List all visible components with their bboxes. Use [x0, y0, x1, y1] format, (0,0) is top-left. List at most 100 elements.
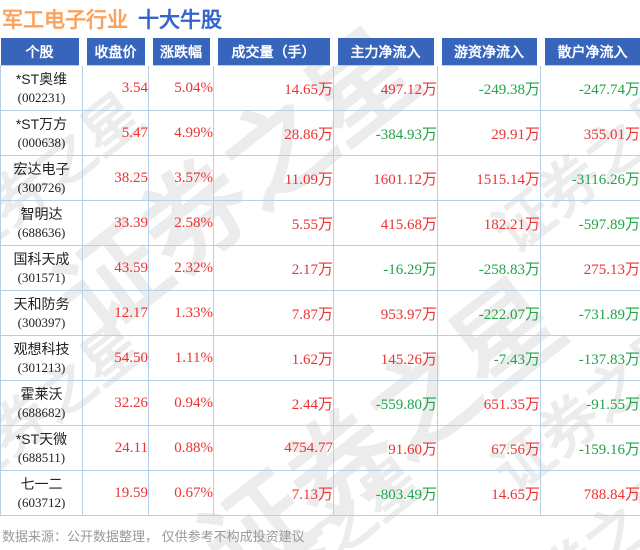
close-price: 32.26	[82, 380, 149, 426]
stock-name: 霍莱沃	[20, 385, 63, 402]
column-header-retail-inflow: 散户净流入	[536, 38, 640, 66]
column-header-main-inflow: 主力净流入	[329, 38, 442, 66]
speculative-net-inflow: 651.35万	[437, 380, 541, 426]
stock-cell: 天和防务 (300397)	[0, 290, 83, 336]
stock-code: (688636)	[17, 224, 66, 240]
speculative-net-inflow: 182.21万	[437, 200, 541, 246]
main-net-inflow: 91.60万	[333, 425, 438, 471]
stock-cell: *ST奥维 (002231)	[0, 65, 83, 111]
change-percent: 1.33%	[148, 290, 214, 336]
close-price: 33.39	[82, 200, 149, 246]
industry-label: 军工电子行业	[2, 9, 128, 32]
volume: 7.87万	[213, 290, 334, 336]
retail-net-inflow: -91.55万	[540, 380, 640, 426]
table-row: 观想科技 (301213) 54.50 1.11% 1.62万 145.26万 -7.43万…	[0, 335, 640, 381]
change-percent: 1.11%	[148, 335, 214, 381]
retail-net-inflow: -159.16万	[540, 425, 640, 471]
stock-cell: 霍莱沃 (688682)	[0, 380, 83, 426]
change-percent: 0.88%	[148, 425, 214, 471]
table-row: 国科天成 (301571) 43.59 2.32% 2.17万 -16.29万 -258.8…	[0, 245, 640, 291]
retail-net-inflow: -3116.26万	[540, 155, 640, 201]
stock-cell: 国科天成 (301571)	[0, 245, 83, 291]
volume: 14.65万	[213, 65, 334, 111]
stock-code: (300726)	[17, 179, 66, 195]
stock-code: (301571)	[17, 269, 66, 285]
speculative-net-inflow: 29.91万	[437, 110, 541, 156]
stock-name: 宏达电子	[13, 160, 70, 177]
speculative-net-inflow: 1515.14万	[437, 155, 541, 201]
main-net-inflow: -384.93万	[333, 110, 438, 156]
main-net-inflow: -803.49万	[333, 470, 438, 516]
volume: 5.55万	[213, 200, 334, 246]
close-price: 24.11	[82, 425, 149, 471]
stock-code: (688511)	[17, 449, 66, 465]
volume: 4754.77	[213, 425, 334, 471]
report-type-label: 十大牛股	[138, 9, 222, 32]
close-price: 54.50	[82, 335, 149, 381]
column-header-stock: 个股	[0, 38, 87, 66]
stock-cell: 七一二 (603712)	[0, 470, 83, 516]
change-percent: 0.67%	[148, 470, 214, 516]
main-net-inflow: -16.29万	[333, 245, 438, 291]
close-price: 19.59	[82, 470, 149, 516]
table-row: *ST奥维 (002231) 3.54 5.04% 14.65万 497.12万 -249.…	[0, 65, 640, 111]
stock-code: (603712)	[17, 494, 66, 510]
speculative-net-inflow: 14.65万	[437, 470, 541, 516]
stock-cell: 宏达电子 (300726)	[0, 155, 83, 201]
top-stocks-table: 个股 收盘价 涨跌幅 成交量（手） 主力净流入 游资净流入 散户净流入 *ST奥…	[0, 38, 640, 516]
retail-net-inflow: 355.01万	[540, 110, 640, 156]
change-percent: 0.94%	[148, 380, 214, 426]
volume: 2.44万	[213, 380, 334, 426]
retail-net-inflow: -247.74万	[540, 65, 640, 111]
table-row: *ST万方 (000638) 5.47 4.99% 28.86万 -384.93万 29.9…	[0, 110, 640, 156]
stock-name: 观想科技	[13, 340, 70, 357]
change-percent: 2.32%	[148, 245, 214, 291]
stock-name: 智明达	[20, 205, 63, 222]
volume: 11.09万	[213, 155, 334, 201]
table-row: 霍莱沃 (688682) 32.26 0.94% 2.44万 -559.80万 651.35…	[0, 380, 640, 426]
main-net-inflow: 1601.12万	[333, 155, 438, 201]
close-price: 43.59	[82, 245, 149, 291]
column-header-volume: 成交量（手）	[209, 38, 338, 66]
change-percent: 2.58%	[148, 200, 214, 246]
stock-cell: 智明达 (688636)	[0, 200, 83, 246]
main-net-inflow: 497.12万	[333, 65, 438, 111]
stock-name: 七一二	[20, 475, 63, 492]
stock-code: (000638)	[17, 134, 66, 150]
table-row: *ST天微 (688511) 24.11 0.88% 4754.77 91.60万 67.5…	[0, 425, 640, 471]
table-row: 七一二 (603712) 19.59 0.67% 7.13万 -803.49万 14.65万…	[0, 470, 640, 516]
speculative-net-inflow: -7.43万	[437, 335, 541, 381]
stock-name: 天和防务	[13, 295, 70, 312]
volume: 28.86万	[213, 110, 334, 156]
retail-net-inflow: -597.89万	[540, 200, 640, 246]
volume: 1.62万	[213, 335, 334, 381]
stock-cell: *ST万方 (000638)	[0, 110, 83, 156]
retail-net-inflow: -731.89万	[540, 290, 640, 336]
table-row: 智明达 (688636) 33.39 2.58% 5.55万 415.68万 182.21万…	[0, 200, 640, 246]
stock-code: (301213)	[17, 359, 66, 375]
stock-code: (002231)	[17, 89, 66, 105]
table-row: 天和防务 (300397) 12.17 1.33% 7.87万 953.97万 -222.0…	[0, 290, 640, 336]
retail-net-inflow: 275.13万	[540, 245, 640, 291]
change-percent: 5.04%	[148, 65, 214, 111]
data-source-note: 数据来源：公开数据整理， 仅供参考不构成投资建议	[2, 529, 305, 544]
stock-name: *ST奥维	[15, 70, 68, 87]
stock-name: 国科天成	[13, 250, 70, 267]
table-row: 宏达电子 (300726) 38.25 3.57% 11.09万 1601.12万 1515…	[0, 155, 640, 201]
main-net-inflow: 145.26万	[333, 335, 438, 381]
close-price: 5.47	[82, 110, 149, 156]
column-header-change: 涨跌幅	[144, 38, 218, 66]
retail-net-inflow: 788.84万	[540, 470, 640, 516]
close-price: 38.25	[82, 155, 149, 201]
stock-cell: 观想科技 (301213)	[0, 335, 83, 381]
close-price: 3.54	[82, 65, 149, 111]
column-header-close: 收盘价	[78, 38, 153, 66]
volume: 7.13万	[213, 470, 334, 516]
retail-net-inflow: -137.83万	[540, 335, 640, 381]
speculative-net-inflow: -258.83万	[437, 245, 541, 291]
close-price: 12.17	[82, 290, 149, 336]
speculative-net-inflow: 67.56万	[437, 425, 541, 471]
speculative-net-inflow: -249.38万	[437, 65, 541, 111]
speculative-net-inflow: -222.07万	[437, 290, 541, 336]
